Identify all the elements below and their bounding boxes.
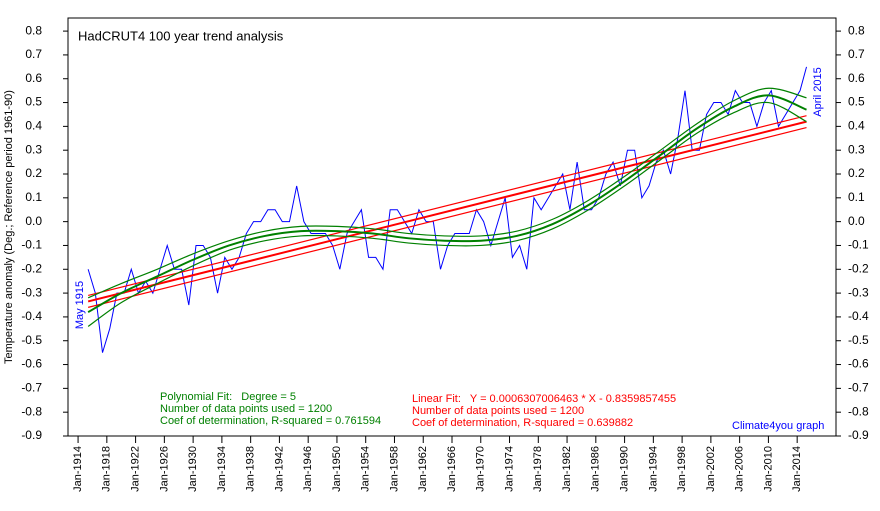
linear-fit <box>87 115 807 297</box>
poly-fit <box>87 94 807 314</box>
x-tick-label: Jan-1918 <box>101 446 113 492</box>
x-tick-label: Jan-1986 <box>590 446 602 492</box>
poly-stat: Polynomial Fit: Degree = 5 <box>160 391 296 403</box>
x-tick-label: Jan-1994 <box>647 446 659 492</box>
start-label: May 1915 <box>74 281 86 329</box>
y2-tick-label: 0.4 <box>848 119 865 133</box>
y2-tick-label: 0.2 <box>848 166 865 180</box>
x-tick-label: Jan-1914 <box>72 446 84 492</box>
x-tick-label: Jan-1934 <box>216 446 228 492</box>
y-tick-label: 0.8 <box>25 23 42 37</box>
x-tick-label: Jan-1946 <box>302 446 314 492</box>
y-tick-label: 0.5 <box>25 95 42 109</box>
y-tick-label: -0.6 <box>21 357 42 371</box>
x-tick-label: Jan-1942 <box>273 446 285 492</box>
poly-fit <box>87 101 807 327</box>
x-tick-label: Jan-1950 <box>331 446 343 492</box>
x-tick-label: Jan-2002 <box>705 446 717 492</box>
x-tick-label: Jan-1922 <box>130 446 142 492</box>
y2-tick-label: -0.6 <box>848 357 869 371</box>
linear-stat: Number of data points used = 1200 <box>412 405 584 417</box>
y2-tick-label: 0.6 <box>848 71 865 85</box>
linear-fit <box>87 120 807 303</box>
y2-tick-label: -0.4 <box>848 309 869 323</box>
y2-tick-label: 0.8 <box>848 23 865 37</box>
x-tick-label: Jan-1998 <box>676 446 688 492</box>
x-tick-label: Jan-2006 <box>734 446 746 492</box>
x-tick-label: Jan-1982 <box>561 446 573 492</box>
linear-fit <box>87 126 807 308</box>
y-tick-label: 0.3 <box>25 142 42 156</box>
x-tick-label: Jan-1978 <box>532 446 544 492</box>
plot-frame <box>67 17 837 437</box>
y-tick-label: 0.6 <box>25 71 42 85</box>
poly-stat: Number of data points used = 1200 <box>160 403 332 415</box>
y2-tick-label: -0.1 <box>848 238 869 252</box>
y2-tick-label: 0.0 <box>848 214 865 228</box>
y-tick-label: -0.4 <box>21 309 42 323</box>
x-tick-label: Jan-1966 <box>446 446 458 492</box>
x-tick-label: Jan-1962 <box>417 446 429 492</box>
credit: Climate4you graph <box>732 420 824 432</box>
y-tick-label: 0.2 <box>25 166 42 180</box>
y-axis-label: Temperature anomaly (Deg.; Reference per… <box>3 90 15 364</box>
y-tick-label: -0.7 <box>21 381 42 395</box>
x-tick-label: Jan-1926 <box>158 446 170 492</box>
chart-title: HadCRUT4 100 year trend analysis <box>78 28 284 43</box>
x-tick-label: Jan-2014 <box>791 446 803 492</box>
y2-tick-label: -0.9 <box>848 428 869 442</box>
poly-fit <box>87 87 807 299</box>
linear-stat: Linear Fit: Y = 0.0006307006463 * X - 0.… <box>412 393 676 405</box>
y2-tick-label: -0.2 <box>848 261 869 275</box>
y2-tick-label: -0.7 <box>848 381 869 395</box>
y2-tick-label: 0.5 <box>848 95 865 109</box>
y2-tick-label: 0.1 <box>848 190 865 204</box>
x-tick-label: Jan-1938 <box>245 446 257 492</box>
y-tick-label: -0.2 <box>21 261 42 275</box>
y-tick-label: -0.1 <box>21 238 42 252</box>
poly-stat: Coef of determination, R-squared = 0.761… <box>160 415 381 427</box>
x-tick-label: Jan-1974 <box>503 446 515 492</box>
x-tick-label: Jan-1954 <box>360 446 372 492</box>
y-tick-label: -0.5 <box>21 333 42 347</box>
y-tick-label: 0.0 <box>25 214 42 228</box>
x-tick-label: Jan-1958 <box>388 446 400 492</box>
end-label: April 2015 <box>812 67 824 117</box>
y-tick-label: 0.7 <box>25 47 42 61</box>
y2-tick-label: -0.8 <box>848 404 869 418</box>
x-tick-label: Jan-1930 <box>187 446 199 492</box>
y-tick-label: 0.4 <box>25 119 42 133</box>
linear-stat: Coef of determination, R-squared = 0.639… <box>412 417 633 429</box>
y2-tick-label: 0.3 <box>848 142 865 156</box>
y-tick-label: -0.9 <box>21 428 42 442</box>
data-line <box>87 66 807 353</box>
y2-tick-label: -0.5 <box>848 333 869 347</box>
y2-tick-label: 0.7 <box>848 47 865 61</box>
y-tick-label: -0.8 <box>21 404 42 418</box>
y-tick-label: -0.3 <box>21 285 42 299</box>
y-tick-label: 0.1 <box>25 190 42 204</box>
x-tick-label: Jan-2010 <box>762 446 774 492</box>
x-tick-label: Jan-1990 <box>618 446 630 492</box>
x-tick-label: Jan-1970 <box>475 446 487 492</box>
y2-tick-label: -0.3 <box>848 285 869 299</box>
